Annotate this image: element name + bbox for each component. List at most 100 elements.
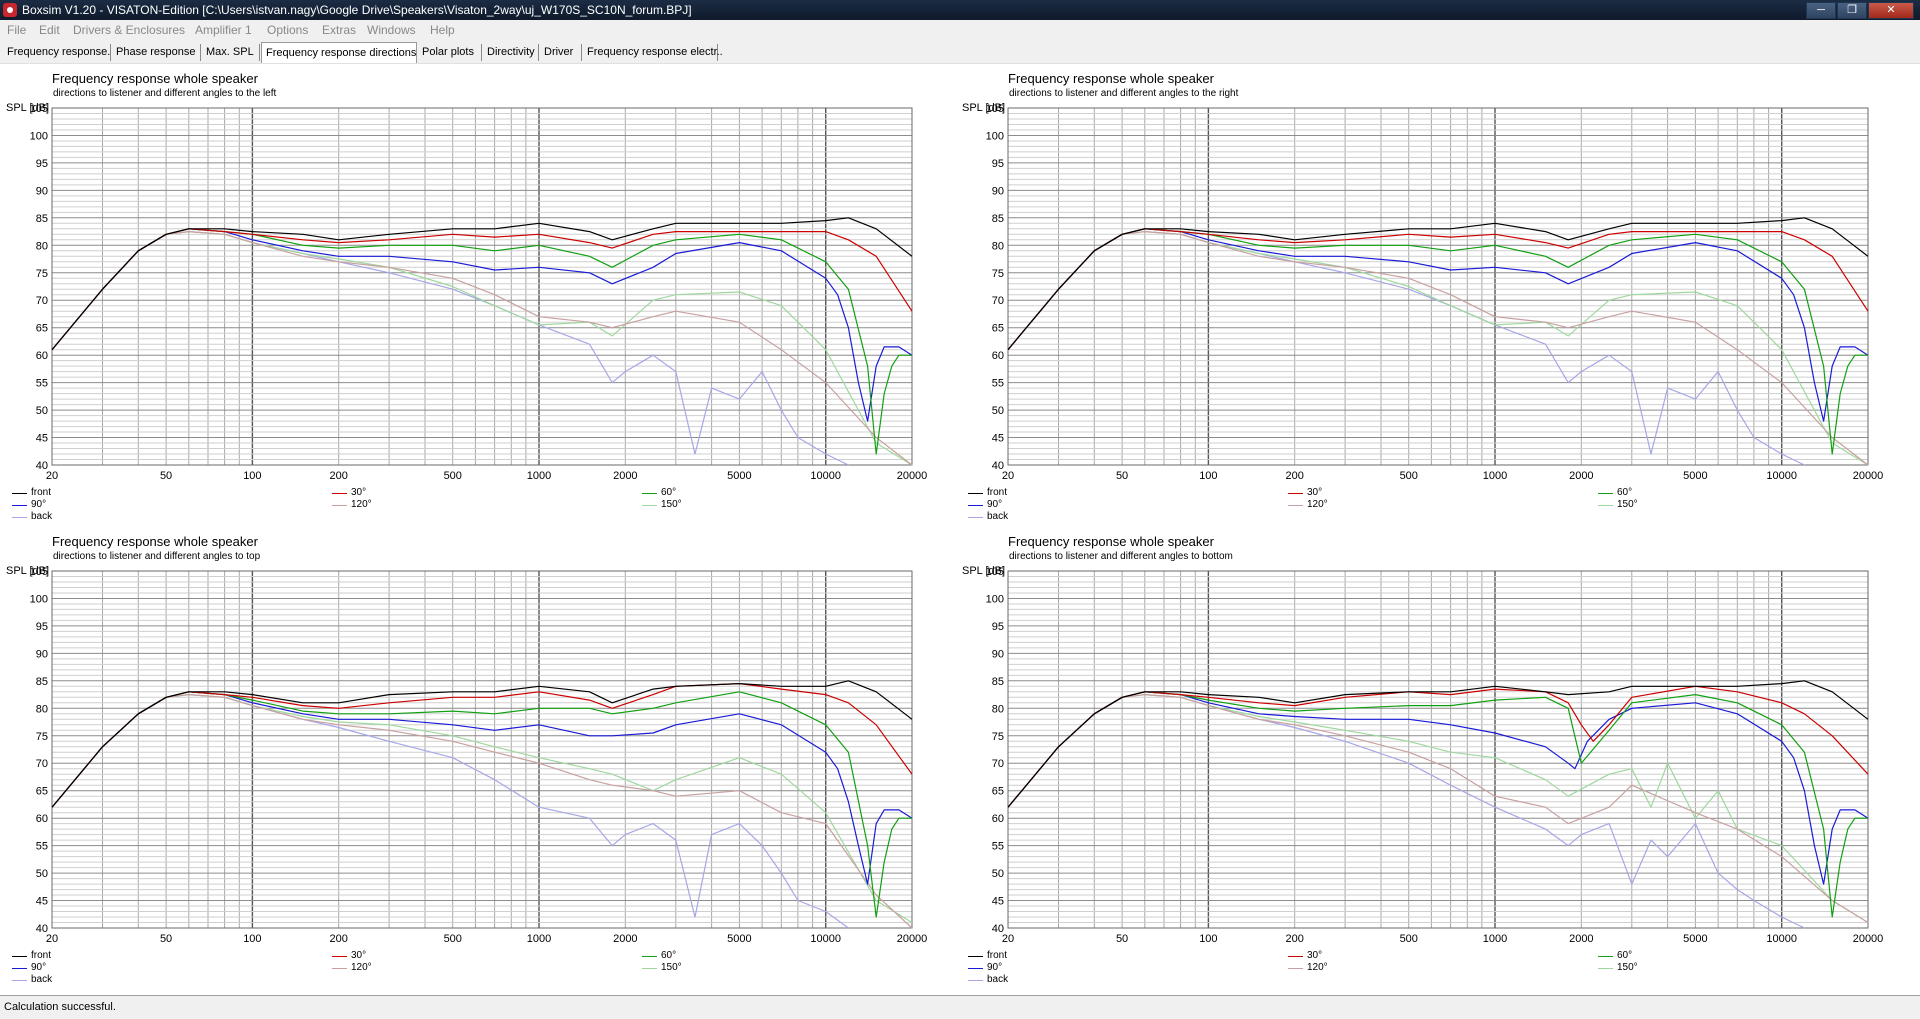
x-tick-label: 100 <box>243 470 261 482</box>
tab-polar-plots[interactable]: Polar plots <box>418 44 482 61</box>
y-tick-label: 55 <box>36 841 48 853</box>
x-tick-label: 20000 <box>1853 933 1884 945</box>
maximize-button[interactable]: ❐ <box>1837 2 1867 19</box>
legend-label: 120° <box>1307 962 1328 973</box>
y-tick-label: 105 <box>30 103 48 115</box>
x-tick-label: 100 <box>1199 933 1217 945</box>
y-tick-label: 105 <box>986 103 1004 115</box>
tab-frequency-response-electr[interactable]: Frequency response electr.. <box>583 44 723 61</box>
series-line-120deg <box>51 231 913 466</box>
menu-extras[interactable]: Extras <box>322 23 357 37</box>
legend-label: 30° <box>351 487 367 498</box>
plot-frame <box>51 570 913 929</box>
app-icon[interactable] <box>3 3 17 17</box>
y-tick-label: 65 <box>36 786 48 798</box>
legend-swatch <box>332 956 347 957</box>
x-tick-label: 500 <box>1400 933 1418 945</box>
series-line-front <box>1007 217 1869 351</box>
series-line-back <box>51 231 849 466</box>
y-tick-label: 45 <box>992 433 1004 445</box>
frequency-plot: 40 45 50 55 60 65 70 75 80 85 90 95 100 105 20 50 100 200… <box>30 103 928 482</box>
legend-label: back <box>987 974 1009 985</box>
series-line-90deg <box>1007 691 1869 885</box>
series-line-60deg <box>51 228 912 455</box>
y-tick-label: 80 <box>36 240 48 252</box>
x-tick-label: 50 <box>1116 933 1128 945</box>
x-tick-label: 2000 <box>613 470 637 482</box>
legend-swatch <box>332 505 347 506</box>
legend-swatch <box>968 505 983 506</box>
chart-title: Frequency response whole speaker <box>52 71 258 86</box>
x-tick-label: 20 <box>46 933 58 945</box>
y-tick-label: 95 <box>36 621 48 633</box>
menu-amplifier[interactable]: Amplifier 1 <box>195 23 252 37</box>
tab-directivity[interactable]: Directivity <box>483 44 539 61</box>
menu-help[interactable]: Help <box>430 23 455 37</box>
tab-phase-response[interactable]: Phase response <box>112 44 201 61</box>
tab-driver[interactable]: Driver <box>540 44 582 61</box>
y-tick-label: 80 <box>992 703 1004 715</box>
series-line-back <box>1007 231 1805 466</box>
y-tick-label: 50 <box>992 868 1004 880</box>
x-tick-label: 20000 <box>897 933 928 945</box>
y-tick-label: 90 <box>36 185 48 197</box>
window-title: Boxsim V1.20 - VISATON-Edition [C:\Users… <box>22 3 692 17</box>
y-tick-label: 90 <box>36 648 48 660</box>
plot-frame <box>1007 570 1869 929</box>
y-tick-label: 40 <box>36 460 48 472</box>
y-tick-label: 70 <box>992 295 1004 307</box>
minimize-button[interactable]: ─ <box>1806 2 1836 19</box>
menu-file[interactable]: File <box>7 23 27 37</box>
legend-swatch <box>1598 493 1613 494</box>
legend: front 30° 60° 90° 120° 150° back <box>12 950 912 986</box>
menu-options[interactable]: Options <box>267 23 309 37</box>
x-tick-label: 200 <box>1285 470 1303 482</box>
legend-item: 90° <box>12 962 292 974</box>
tab-frequency-response-directions[interactable]: Frequency response directions <box>261 42 417 63</box>
tab-frequency-response[interactable]: Frequency response. <box>3 44 111 61</box>
legend-swatch <box>332 493 347 494</box>
legend-label: back <box>31 974 53 985</box>
legend: front 30° 60° 90° 120° 150° back <box>968 487 1868 523</box>
y-tick-label: 80 <box>992 240 1004 252</box>
y-tick-label: 40 <box>36 923 48 935</box>
chart-panel-bottom: Frequency response whole speaker directi… <box>956 527 1896 987</box>
y-tick-label: 70 <box>36 758 48 770</box>
y-axis-label: SPL [dB] <box>6 565 50 577</box>
close-button[interactable]: ✕ <box>1868 2 1914 19</box>
menu-drivers[interactable]: Drivers & Enclosures <box>73 23 186 37</box>
y-tick-label: 40 <box>992 923 1004 935</box>
legend-item: 60° <box>1598 487 1878 499</box>
y-tick-label: 95 <box>992 621 1004 633</box>
legend-item: 120° <box>1288 962 1568 974</box>
legend-swatch <box>968 956 983 957</box>
legend-item: front <box>968 487 1248 499</box>
status-text: Calculation successful. <box>4 1001 116 1013</box>
legend-label: 120° <box>351 962 372 973</box>
tab-max-spl[interactable]: Max. SPL <box>202 44 260 61</box>
y-tick-label: 70 <box>36 295 48 307</box>
y-tick-label: 100 <box>30 593 48 605</box>
menu-edit[interactable]: Edit <box>39 23 60 37</box>
x-tick-label: 20000 <box>1853 470 1884 482</box>
x-tick-label: 20 <box>1002 933 1014 945</box>
y-tick-label: 75 <box>36 731 48 743</box>
legend-label: 30° <box>351 950 367 961</box>
series-line-120deg <box>1007 231 1869 466</box>
y-axis-label: SPL [dB] <box>962 565 1006 577</box>
menu-windows[interactable]: Windows <box>367 23 416 37</box>
y-tick-label: 80 <box>36 703 48 715</box>
legend-swatch <box>642 956 657 957</box>
y-tick-label: 45 <box>36 433 48 445</box>
legend-item: 60° <box>1598 950 1878 962</box>
legend-label: 120° <box>351 499 372 510</box>
y-tick-label: 65 <box>992 323 1004 335</box>
legend-label: back <box>987 511 1009 522</box>
y-tick-label: 70 <box>992 758 1004 770</box>
x-tick-label: 20 <box>1002 470 1014 482</box>
legend-item: 150° <box>1598 962 1878 974</box>
y-tick-label: 50 <box>36 405 48 417</box>
legend-item: front <box>12 950 292 962</box>
x-tick-label: 200 <box>1285 933 1303 945</box>
y-tick-label: 55 <box>992 841 1004 853</box>
